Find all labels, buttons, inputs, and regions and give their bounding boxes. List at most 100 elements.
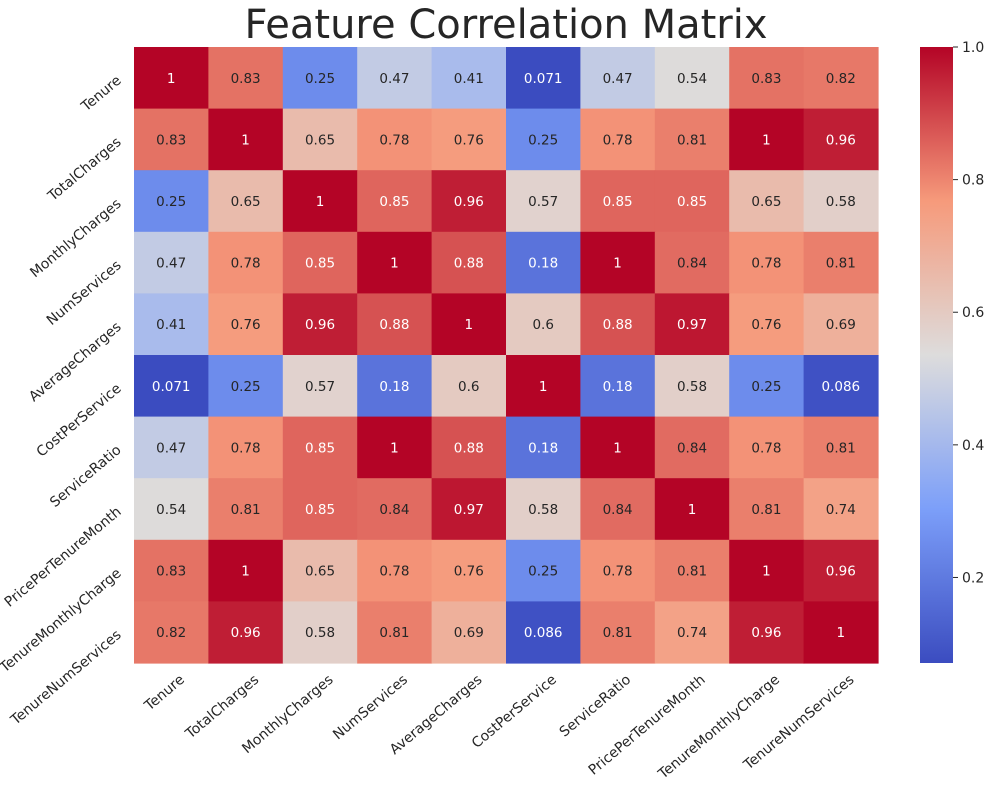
heatmap-cell — [729, 108, 805, 171]
cell-value-label: 0.78 — [603, 132, 633, 148]
cell-value-label: 0.81 — [231, 502, 261, 518]
cell-value-label: 0.54 — [156, 502, 186, 518]
cell-value-label: 0.47 — [156, 440, 186, 456]
heatmap-cell — [803, 108, 879, 171]
colorbar-tick-label: 0.2 — [962, 570, 984, 586]
heatmap-cell — [729, 416, 805, 479]
y-tick-labels: TenureTotalChargesMonthlyChargesNumServi… — [0, 73, 125, 729]
cell-value-label: 0.81 — [603, 625, 633, 641]
heatmap-cell — [357, 231, 433, 294]
cell-value-label: 0.78 — [231, 440, 261, 456]
cell-value-label: 0.81 — [751, 502, 781, 518]
cell-value-label: 0.97 — [454, 502, 484, 518]
heatmap-cell — [803, 231, 879, 294]
cell-value-label: 0.18 — [379, 379, 409, 395]
cell-value-label: 1 — [316, 194, 325, 210]
heatmap-cell — [580, 170, 656, 233]
cell-value-label: 0.84 — [677, 256, 707, 272]
cell-value-label: 0.96 — [751, 625, 781, 641]
heatmap-cell — [580, 293, 656, 356]
heatmap-cell — [134, 601, 209, 664]
x-tick-labels: TenureTotalChargesMonthlyChargesNumServi… — [141, 672, 857, 783]
heatmap-cell — [729, 478, 805, 541]
cell-value-label: 0.65 — [751, 194, 781, 210]
cell-value-label: 0.85 — [305, 440, 335, 456]
heatmap-cell — [654, 539, 730, 602]
heatmap-cell — [282, 108, 358, 171]
cell-value-label: 0.76 — [454, 564, 484, 580]
heatmap-cell — [282, 231, 358, 294]
cell-value-label: 1 — [241, 564, 250, 580]
cell-value-label: 0.83 — [156, 132, 186, 148]
heatmap-cell — [208, 170, 284, 233]
cell-value-label: 0.25 — [528, 564, 558, 580]
cell-value-label: 0.85 — [379, 194, 409, 210]
heatmap-cell — [803, 478, 879, 541]
heatmap-cell — [208, 108, 284, 171]
cell-value-label: 0.82 — [826, 71, 856, 87]
heatmap-cell — [357, 47, 433, 110]
cell-value-label: 0.65 — [305, 132, 335, 148]
cell-value-label: 0.84 — [677, 440, 707, 456]
heatmap-cell — [729, 231, 805, 294]
heatmap-cell — [208, 416, 284, 479]
heatmap-cell — [580, 601, 656, 664]
heatmap-cell — [208, 293, 284, 356]
y-tick-label: TenureMonthlyCharge — [0, 565, 125, 676]
heatmap-cell — [654, 355, 730, 418]
cell-value-label: 0.18 — [603, 379, 633, 395]
cell-value-label: 0.78 — [751, 256, 781, 272]
heatmap-cell — [357, 478, 433, 541]
heatmap-cell — [208, 231, 284, 294]
heatmap-cell — [357, 539, 433, 602]
heatmap-cell — [282, 170, 358, 233]
cell-value-label: 0.88 — [603, 317, 633, 333]
heatmap-cell — [134, 231, 209, 294]
x-tick-label: Tenure — [141, 672, 188, 715]
cell-value-label: 0.25 — [305, 71, 335, 87]
cell-value-label: 0.84 — [379, 502, 409, 518]
heatmap-cell — [431, 231, 507, 294]
cell-value-label: 0.85 — [603, 194, 633, 210]
heatmap-cell — [431, 478, 507, 541]
cell-value-label: 0.88 — [454, 440, 484, 456]
cell-value-label: 0.88 — [454, 256, 484, 272]
heatmap-cell — [431, 601, 507, 664]
heatmap-cell — [282, 293, 358, 356]
cell-value-label: 0.58 — [677, 379, 707, 395]
heatmap-cell — [134, 108, 209, 171]
heatmap-cell — [208, 47, 284, 110]
cell-value-label: 0.84 — [603, 502, 633, 518]
cell-value-label: 0.25 — [156, 194, 186, 210]
heatmap-cell — [282, 478, 358, 541]
cell-value-label: 0.41 — [156, 317, 186, 333]
cell-value-label: 0.83 — [156, 564, 186, 580]
heatmap-cell — [506, 416, 581, 479]
cell-value-label: 0.69 — [826, 317, 856, 333]
cell-value-label: 0.81 — [826, 440, 856, 456]
cell-value-label: 0.74 — [677, 625, 707, 641]
cell-value-label: 0.086 — [821, 379, 860, 395]
cell-value-label: 1 — [390, 256, 399, 272]
heatmap-cell — [506, 47, 581, 110]
heatmap-cell — [357, 108, 433, 171]
heatmap-cell — [580, 108, 656, 171]
heatmap-cell — [729, 47, 805, 110]
heatmap-cell — [134, 539, 209, 602]
heatmap-cell — [506, 601, 581, 664]
heatmap-cell — [431, 416, 507, 479]
cell-value-label: 0.25 — [231, 379, 261, 395]
heatmap-cell — [134, 478, 209, 541]
heatmap-cell — [431, 47, 507, 110]
colorbar-gradient — [920, 47, 953, 663]
y-tick-label: TotalCharges — [44, 134, 124, 205]
y-tick-label: Tenure — [78, 73, 125, 116]
cell-value-label: 0.25 — [528, 132, 558, 148]
heatmap-cell — [282, 416, 358, 479]
heatmap-cell — [134, 355, 209, 418]
cell-value-label: 0.57 — [528, 194, 558, 210]
cell-value-label: 0.47 — [379, 71, 409, 87]
colorbar-tick-label: 0.8 — [962, 173, 984, 189]
cell-value-label: 1 — [688, 502, 697, 518]
